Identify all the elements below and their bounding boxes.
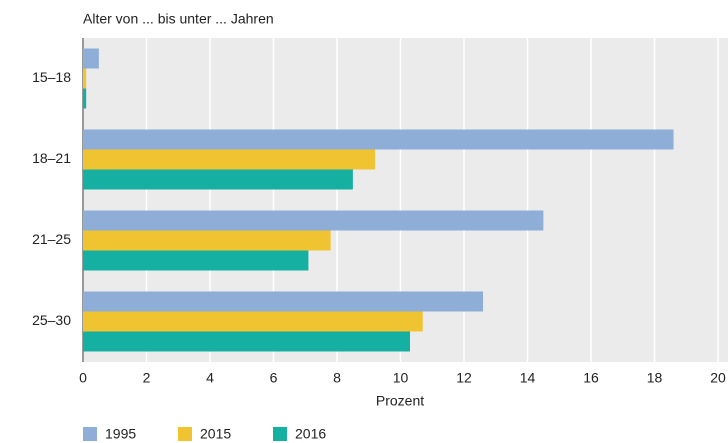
x-tick-label: 2 [143, 370, 151, 386]
legend-label: 2015 [200, 426, 231, 442]
y-tick-label: 15–18 [32, 69, 71, 85]
legend-swatch [273, 427, 287, 441]
bar [83, 88, 87, 109]
bar [83, 48, 99, 69]
bar [83, 210, 544, 231]
x-tick-label: 16 [583, 370, 599, 386]
bar [83, 68, 87, 89]
x-tick-label: 4 [206, 370, 214, 386]
x-tick-label: 18 [647, 370, 663, 386]
x-tick-label: 12 [456, 370, 472, 386]
bar [83, 129, 674, 150]
y-tick-label: 21–25 [32, 231, 71, 247]
bar [83, 291, 484, 312]
y-axis-title: Alter von ... bis unter ... Jahren [83, 11, 274, 27]
legend-swatch [178, 427, 192, 441]
y-tick-label: 18–21 [32, 150, 71, 166]
y-tick-label: 25–30 [32, 312, 71, 328]
bar [83, 311, 423, 332]
bar [83, 331, 411, 352]
legend-swatch [83, 427, 97, 441]
x-tick-label: 10 [393, 370, 409, 386]
legend-label: 1995 [105, 426, 136, 442]
x-tick-label: 0 [79, 370, 87, 386]
bar [83, 149, 376, 170]
x-tick-label: 20 [710, 370, 726, 386]
x-axis-title: Prozent [376, 393, 424, 409]
bar [83, 169, 353, 190]
x-tick-label: 14 [520, 370, 536, 386]
legend-label: 2016 [295, 426, 326, 442]
bar [83, 230, 331, 251]
x-tick-label: 8 [333, 370, 341, 386]
x-tick-label: 6 [270, 370, 278, 386]
bar [83, 250, 309, 271]
